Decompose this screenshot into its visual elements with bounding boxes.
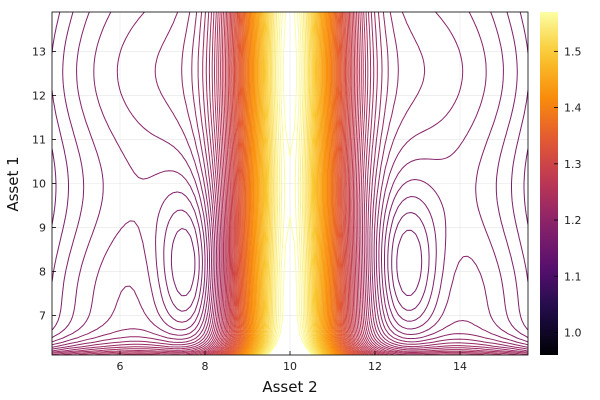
colorbar: 1.0 1.1 1.2 1.3 1.4 1.5 <box>540 12 582 355</box>
contour-line <box>259 12 321 355</box>
contour-line <box>52 12 528 346</box>
contour-line <box>253 12 327 355</box>
contour-line <box>220 12 361 355</box>
contour-line <box>60 12 520 355</box>
colorbar-tick-label: 1.1 <box>564 270 582 283</box>
contour-line <box>213 12 369 355</box>
contour-line <box>233 12 348 355</box>
x-tick-label: 10 <box>283 360 297 373</box>
contour-line <box>221 12 360 355</box>
contour-line <box>52 12 528 350</box>
contour-line <box>52 12 528 355</box>
contour-line <box>240 12 340 355</box>
x-tick-label: 12 <box>368 360 382 373</box>
contour-line <box>261 12 319 355</box>
contour-line <box>237 12 343 355</box>
contour-line <box>256 12 325 355</box>
contour-line <box>248 12 332 355</box>
contour-line <box>242 12 338 355</box>
colorbar-tick-label: 1.0 <box>564 327 582 340</box>
x-axis-title: Asset 2 <box>262 378 317 396</box>
contour-line <box>235 12 345 355</box>
colorbar-gradient <box>540 12 558 355</box>
contour-line <box>249 12 331 355</box>
plot-frame <box>51 11 529 356</box>
contour-line <box>252 12 328 355</box>
contour-line <box>217 12 365 355</box>
contour-lines <box>52 12 528 355</box>
x-tick-label: 6 <box>117 360 124 373</box>
contour-line <box>266 12 314 355</box>
contour-line <box>238 12 342 355</box>
contour-line <box>248 12 333 355</box>
colorbar-tick-label: 1.3 <box>564 158 582 171</box>
x-axis-ticks: 6 8 10 12 14 <box>117 351 467 373</box>
y-tick-label: 7 <box>39 309 46 322</box>
contour-line <box>231 12 350 355</box>
y-tick-label: 8 <box>39 265 46 278</box>
contour-line <box>218 12 363 355</box>
contour-line <box>224 12 357 355</box>
x-tick-label: 8 <box>202 360 209 373</box>
contour-line <box>251 12 329 355</box>
contour-line <box>247 12 333 355</box>
y-tick-label: 13 <box>32 46 46 59</box>
colorbar-tick-label: 1.2 <box>564 214 582 227</box>
contour-line <box>52 12 528 348</box>
contour-line <box>208 12 374 355</box>
y-axis-title: Asset 1 <box>4 156 22 211</box>
colorbar-tick-label: 1.5 <box>564 45 582 58</box>
y-tick-label: 12 <box>32 90 46 103</box>
contour-line <box>234 12 346 355</box>
y-axis-ticks: 7 8 9 10 11 12 13 <box>32 46 56 322</box>
contour-line <box>260 12 320 355</box>
contour-line <box>227 12 354 355</box>
contour-line <box>52 12 528 352</box>
contour-line <box>264 12 316 355</box>
contour-line <box>255 12 325 355</box>
contour-line <box>246 12 334 355</box>
contour-line <box>256 12 324 355</box>
contour-line <box>52 12 528 353</box>
y-tick-label: 9 <box>39 221 46 234</box>
contour-line <box>262 12 318 355</box>
colorbar-ticks: 1.0 1.1 1.2 1.3 1.4 1.5 <box>554 45 582 340</box>
contour-line <box>243 12 337 355</box>
contour-line <box>223 12 358 355</box>
grid-lines <box>52 12 528 355</box>
contour-line <box>230 12 351 355</box>
contour-line <box>52 12 528 343</box>
x-tick-label: 14 <box>453 360 467 373</box>
contour-line <box>236 12 344 355</box>
y-tick-label: 10 <box>32 178 46 191</box>
y-tick-label: 11 <box>32 134 46 147</box>
contour-line <box>52 12 528 354</box>
contour-line <box>257 12 323 355</box>
contour-line <box>226 12 355 355</box>
contour-line <box>198 12 385 355</box>
contour-line <box>265 12 315 355</box>
contour-line <box>250 12 330 355</box>
contour-line <box>244 12 336 355</box>
contour-line <box>245 12 335 355</box>
colorbar-tick-label: 1.4 <box>564 102 582 115</box>
contour-line <box>254 12 326 355</box>
contour-line <box>239 12 341 355</box>
contour-line <box>232 12 349 355</box>
contour-line <box>52 12 528 339</box>
contour-line <box>90 12 490 355</box>
